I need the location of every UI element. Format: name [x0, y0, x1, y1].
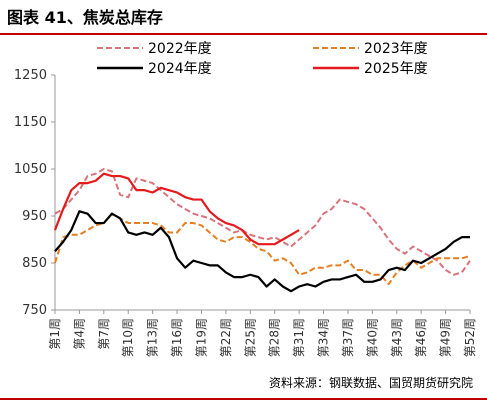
- series-line-2025年度: [53, 172, 300, 246]
- x-tick-label: 第43周: [390, 318, 404, 357]
- x-tick-label: 第1周: [48, 318, 62, 350]
- x-tick-label: 第34周: [317, 318, 331, 357]
- bottom-rule: [0, 398, 487, 400]
- series-line-2022年度: [54, 168, 471, 276]
- x-tick-label: 第46周: [414, 318, 428, 357]
- y-tick-label: 750: [22, 303, 47, 318]
- x-tick-label: 第49周: [439, 318, 453, 357]
- x-tick-label: 第16周: [170, 318, 184, 357]
- y-tick-label: 1050: [14, 162, 47, 177]
- x-tick-label: 第10周: [121, 318, 135, 357]
- line-chart: 2022年度 2023年度 2024年度 2025年度 750 850 950 1050 11…: [14, 41, 477, 357]
- x-tick-label: 第7周: [97, 318, 111, 350]
- x-tick-label: 第19周: [194, 318, 208, 357]
- x-tick-label: 第52周: [463, 318, 477, 357]
- figure-title: 图表 41、焦炭总库存: [7, 8, 163, 27]
- x-axis: 第1周 第4周 第7周 第10周 第13周 第16周 第19周 第22周 第25周 第28周 第31…: [48, 309, 477, 357]
- x-tick-label: 第31周: [292, 318, 306, 357]
- y-tick-label: 850: [22, 256, 47, 271]
- legend-label: 2022年度: [148, 41, 212, 57]
- figure-header: 图表 41、焦炭总库存: [0, 0, 487, 33]
- x-tick-label: 第13周: [146, 318, 160, 357]
- legend-item: 2024年度: [97, 61, 212, 77]
- chart-legend: 2022年度 2023年度 2024年度 2025年度: [97, 41, 428, 77]
- y-tick-label: 1150: [14, 115, 47, 130]
- legend-label: 2025年度: [364, 61, 428, 77]
- series-line-2024年度: [54, 210, 470, 293]
- x-tick-label: 第28周: [268, 318, 282, 357]
- y-axis: 750 850 950 1050 1150 1250: [14, 68, 56, 318]
- legend-item: 2025年度: [313, 61, 428, 77]
- x-tick-label: 第40周: [365, 318, 379, 357]
- series-line-2023年度: [54, 212, 471, 286]
- top-rule: [0, 33, 487, 35]
- x-tick-label: 第37周: [341, 318, 355, 357]
- plot-area: [53, 168, 471, 293]
- legend-label: 2023年度: [364, 41, 428, 57]
- legend-label: 2024年度: [148, 61, 212, 77]
- x-tick-label: 第22周: [219, 318, 233, 357]
- x-tick-label: 第25周: [243, 318, 257, 357]
- source-note: 资料来源：钢联数据、国贸期货研究院: [268, 376, 473, 390]
- legend-item: 2022年度: [97, 41, 212, 57]
- y-tick-label: 1250: [14, 68, 47, 83]
- legend-item: 2023年度: [313, 41, 428, 57]
- x-tick-label: 第4周: [72, 318, 86, 350]
- y-tick-label: 950: [22, 209, 47, 224]
